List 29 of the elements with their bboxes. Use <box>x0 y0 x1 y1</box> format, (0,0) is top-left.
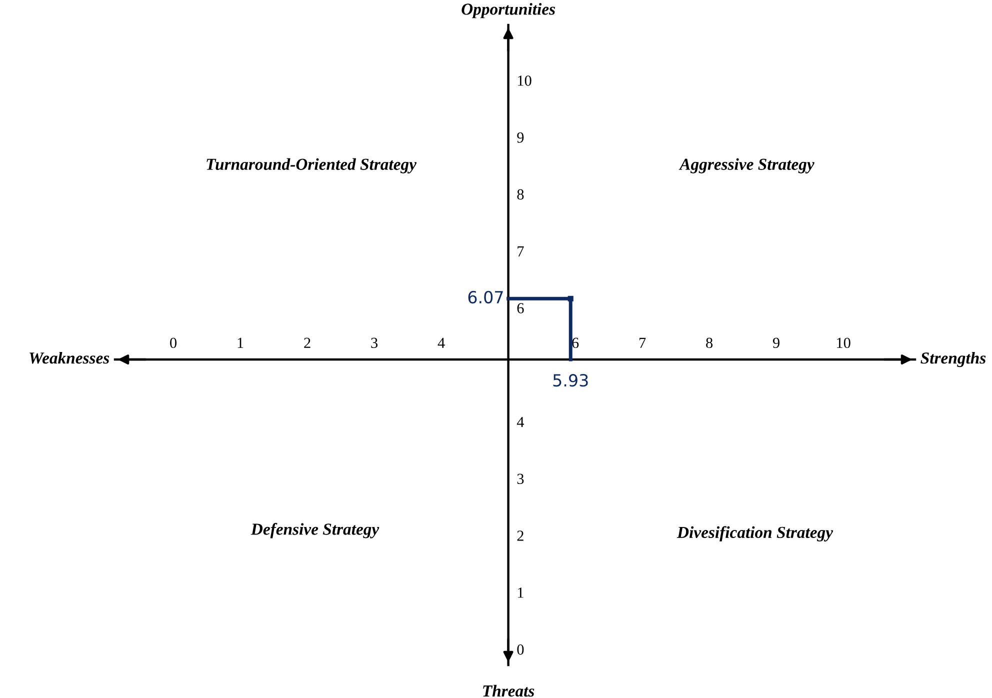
y-tick-label: 0 <box>517 644 524 655</box>
y-tick-label: 4 <box>516 416 524 427</box>
x-tick-label: 9 <box>772 338 780 348</box>
x-axis-title: Strengths <box>920 352 986 368</box>
x-tick-label: 7 <box>639 338 646 348</box>
y-tick-label: 7 <box>518 246 524 256</box>
annotation: 6.07 <box>468 290 503 304</box>
text: Threats <box>483 684 534 697</box>
annotation: Turnaround-Oriented Strategy <box>206 158 417 174</box>
text: Weaknesses <box>30 352 110 364</box>
x-tick-label: 3 <box>371 338 378 348</box>
x-tick-label: 0 <box>170 338 177 348</box>
y-axis-title: Opportunities <box>462 3 556 18</box>
x-tick-label: 2 <box>304 338 310 348</box>
x-tick-label: 10 <box>837 338 850 348</box>
y-tick-label: 1 <box>518 588 524 598</box>
annotation: Defensive Strategy <box>250 522 380 538</box>
y-tick-label: 6 <box>517 303 524 314</box>
y-tick-label: 8 <box>517 189 524 200</box>
y-tick-label: 10 <box>518 76 532 86</box>
x-tick-label: 1 <box>238 338 244 348</box>
x-tick-label: 4 <box>438 338 445 348</box>
y-tick-label: 2 <box>517 530 524 541</box>
x-tick-label: 8 <box>706 338 713 348</box>
y-tick-label: 3 <box>517 474 524 484</box>
annotation: Aggressive Strategy <box>678 158 814 174</box>
annotation: Divesification Strategy <box>676 526 834 542</box>
y-tick-label: 9 <box>517 132 524 143</box>
annotation: 5.93 <box>553 374 588 387</box>
